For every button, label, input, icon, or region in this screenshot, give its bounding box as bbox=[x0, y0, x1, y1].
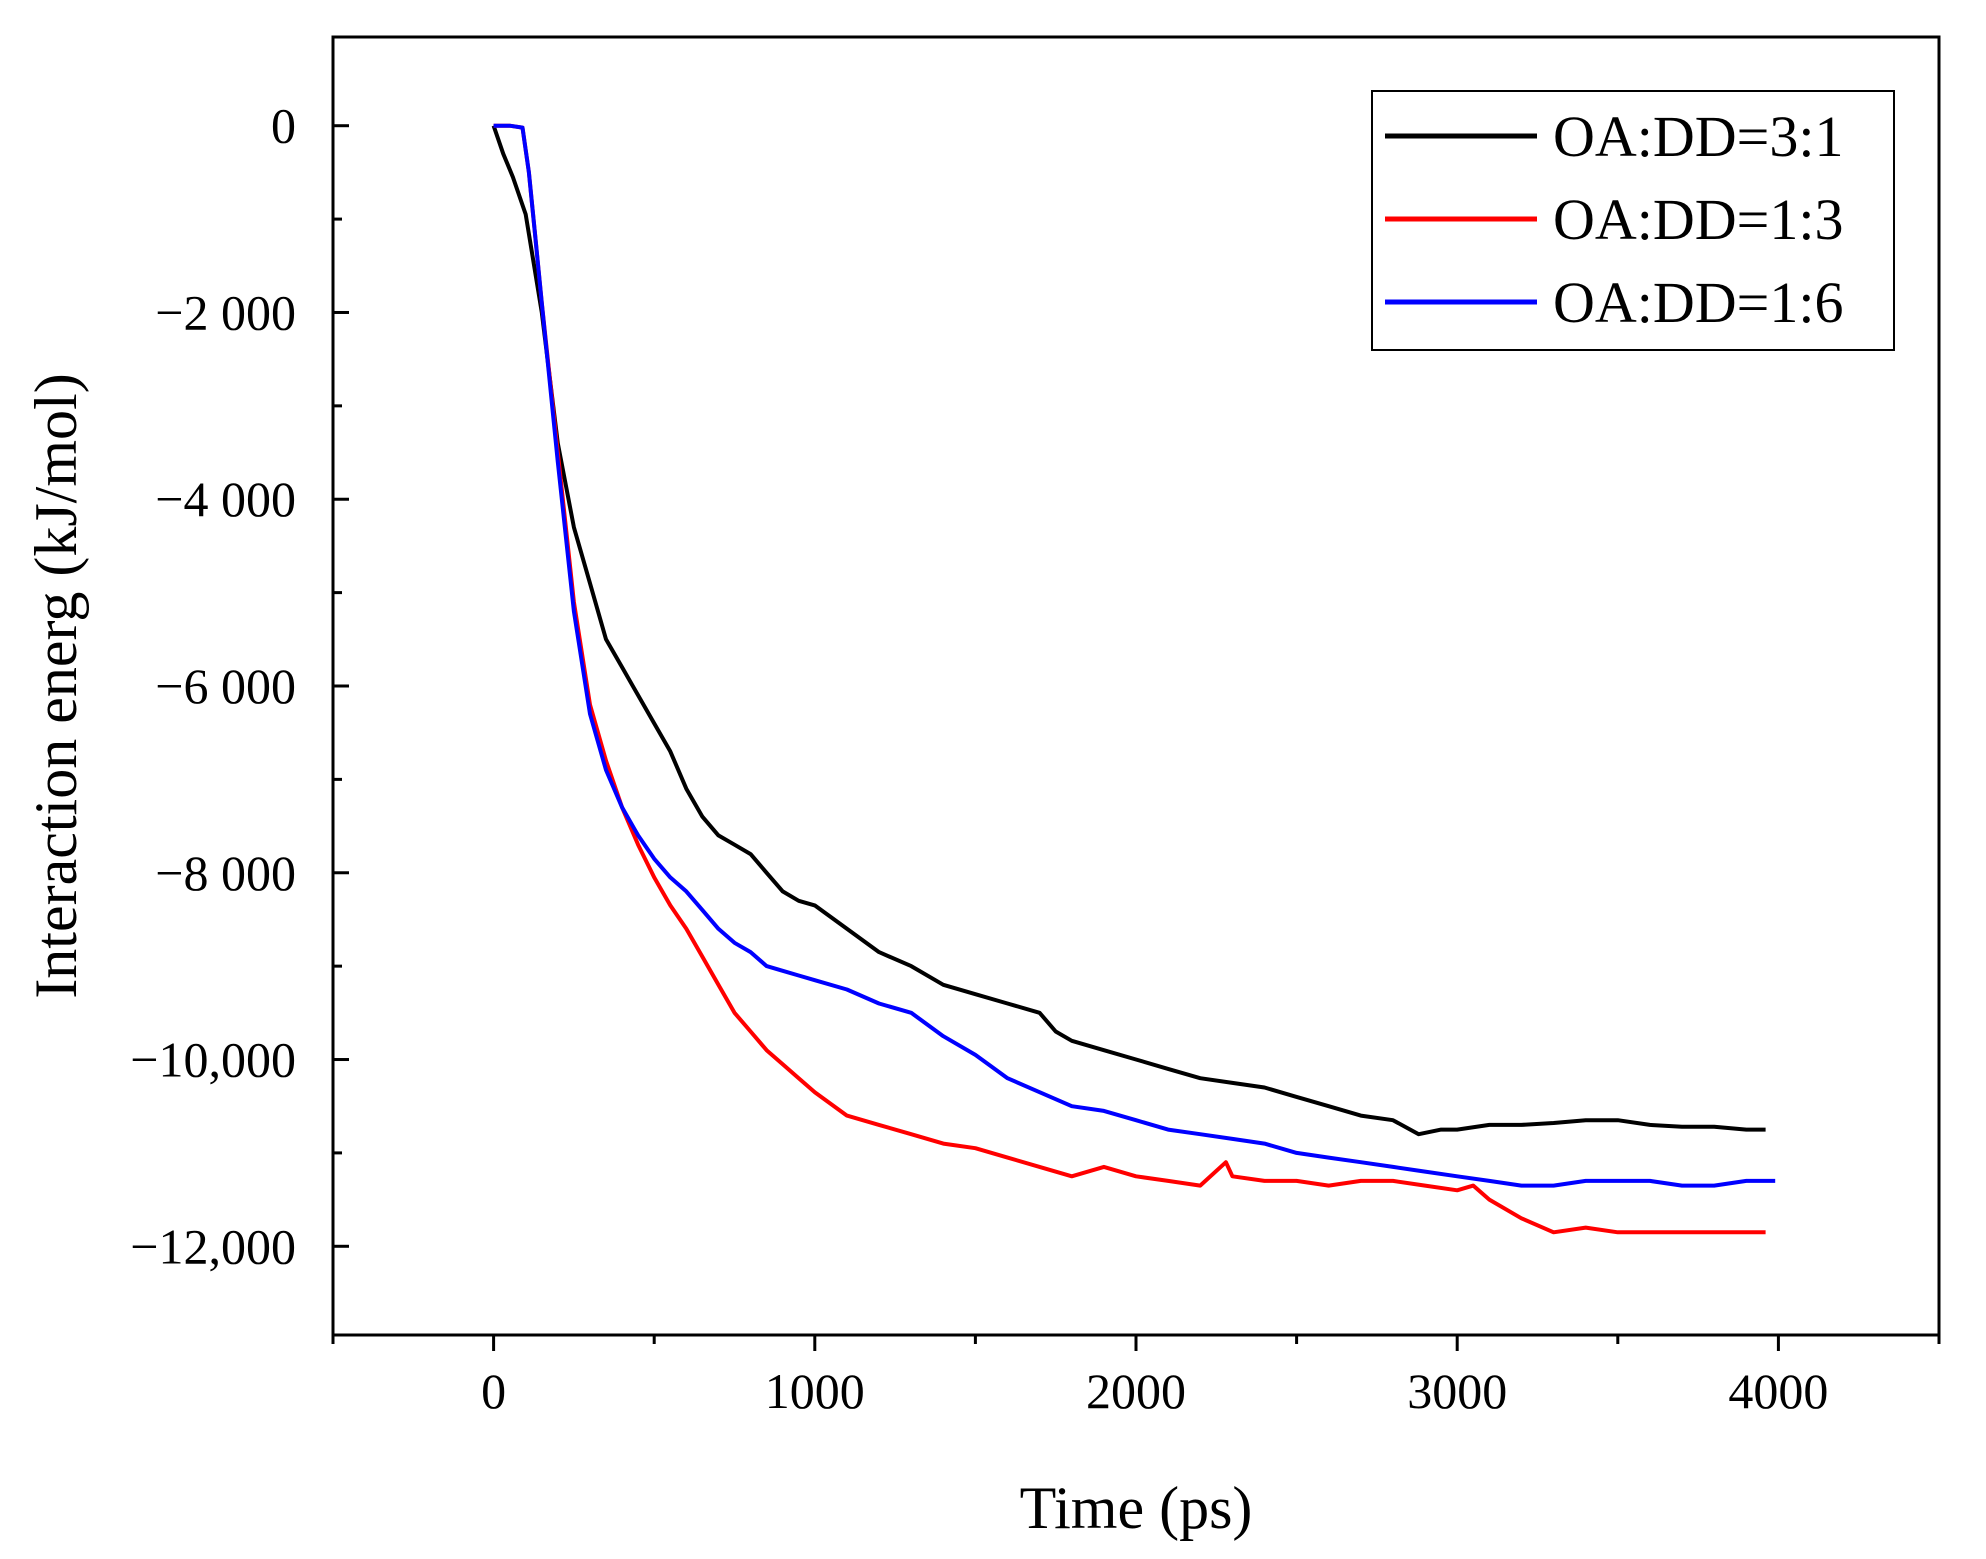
series-lines bbox=[491, 123, 1776, 1235]
legend-label: OA:DD=3:1 bbox=[1553, 104, 1843, 169]
legend: OA:DD=3:1 OA:DD=1:3 OA:DD=1:6 bbox=[1371, 90, 1895, 351]
y-tick-label: −2 000 bbox=[155, 284, 296, 340]
x-axis-title: Time (ps) bbox=[1020, 1475, 1253, 1541]
x-axis-ticks: 0 1000 2000 3000 4000 bbox=[331, 1335, 1941, 1419]
x-tick-label: 0 bbox=[481, 1363, 506, 1419]
x-tick-label: 2000 bbox=[1086, 1363, 1186, 1419]
series-line-1 bbox=[491, 125, 1766, 1137]
y-tick-label: 0 bbox=[271, 98, 296, 154]
y-tick-label: −6 000 bbox=[155, 658, 296, 714]
legend-label: OA:DD=1:3 bbox=[1553, 187, 1843, 252]
y-axis-ticks: 0 −2 000 −4 000 −6 000 −8 000 −10,000 −12,000 bbox=[130, 98, 349, 1274]
y-tick-label: −8 000 bbox=[155, 845, 296, 901]
y-tick-label: −4 000 bbox=[155, 471, 296, 527]
x-tick-label: 1000 bbox=[765, 1363, 865, 1419]
x-tick-label: 4000 bbox=[1728, 1363, 1828, 1419]
x-tick-label: 3000 bbox=[1407, 1363, 1507, 1419]
series-line-2 bbox=[493, 123, 1766, 1235]
y-tick-label: −10,000 bbox=[130, 1032, 296, 1088]
y-tick-label: −12,000 bbox=[130, 1218, 296, 1274]
legend-label: OA:DD=1:6 bbox=[1553, 270, 1843, 335]
y-axis-title: Interaction energ (kJ/mol) bbox=[23, 373, 89, 998]
series-line-3 bbox=[493, 123, 1776, 1188]
